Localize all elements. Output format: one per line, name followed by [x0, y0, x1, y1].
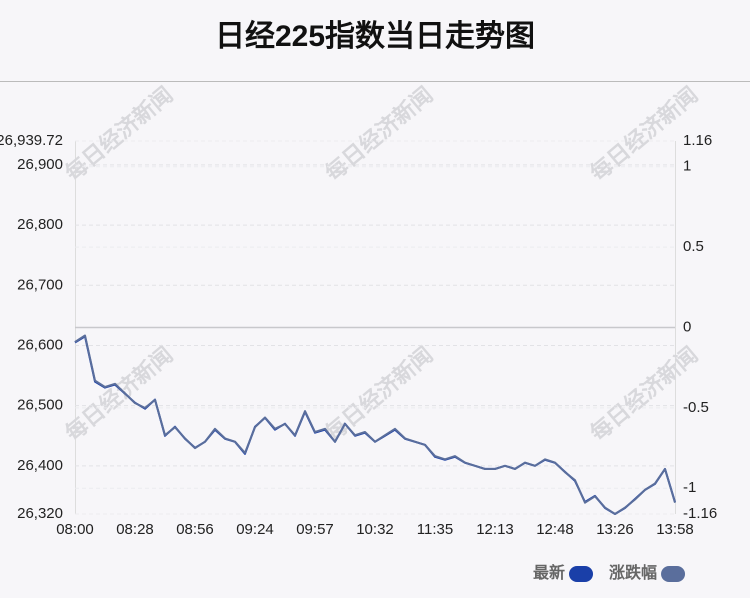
- y2-tick-label: 1.16: [683, 132, 712, 149]
- y-tick-label: 26,600: [17, 336, 63, 353]
- x-tick-label: 13:26: [596, 521, 634, 538]
- y-tick-label: 26,400: [17, 457, 63, 474]
- x-tick-label: 08:00: [56, 521, 94, 538]
- watermark: 每日经济新闻: [60, 342, 178, 447]
- series-line: [74, 334, 676, 515]
- y-tick-label: 26,500: [17, 397, 63, 414]
- legend-swatch: [569, 566, 594, 582]
- y-tick-label: 26,939.72: [0, 132, 63, 149]
- x-tick-label: 13:58: [656, 521, 694, 538]
- x-tick-label: 12:48: [536, 521, 574, 538]
- x-tick-label: 08:56: [176, 521, 214, 538]
- y2-tick-label: -1.16: [683, 505, 717, 522]
- x-tick-label: 09:57: [296, 521, 334, 538]
- y2-tick-label: 0: [683, 318, 691, 335]
- y2-tick-label: -0.5: [683, 399, 709, 416]
- watermark: 每日经济新闻: [320, 342, 438, 447]
- x-tick-label: 08:28: [116, 521, 154, 538]
- legend-label: 最新: [533, 563, 565, 582]
- watermark: 每日经济新闻: [585, 342, 703, 447]
- y-tick-label: 26,800: [17, 216, 63, 233]
- legend-swatch: [661, 566, 686, 582]
- x-tick-label: 09:24: [236, 521, 274, 538]
- y2-tick-label: 0.5: [683, 238, 704, 255]
- x-tick-label: 12:13: [476, 521, 514, 538]
- y-tick-label: 26,700: [17, 276, 63, 293]
- y2-tick-label: -1: [683, 479, 696, 496]
- watermark: 每日经济新闻: [320, 82, 438, 187]
- y2-tick-label: 1: [683, 158, 691, 175]
- y-tick-label: 26,320: [17, 505, 63, 522]
- y-tick-label: 26,900: [17, 156, 63, 173]
- x-tick-label: 10:32: [356, 521, 394, 538]
- legend-label: 涨跌幅: [609, 563, 657, 582]
- x-tick-label: 11:35: [417, 521, 453, 538]
- watermark: 每日经济新闻: [60, 82, 178, 187]
- chart-title: 日经225指数当日走势图: [215, 19, 535, 53]
